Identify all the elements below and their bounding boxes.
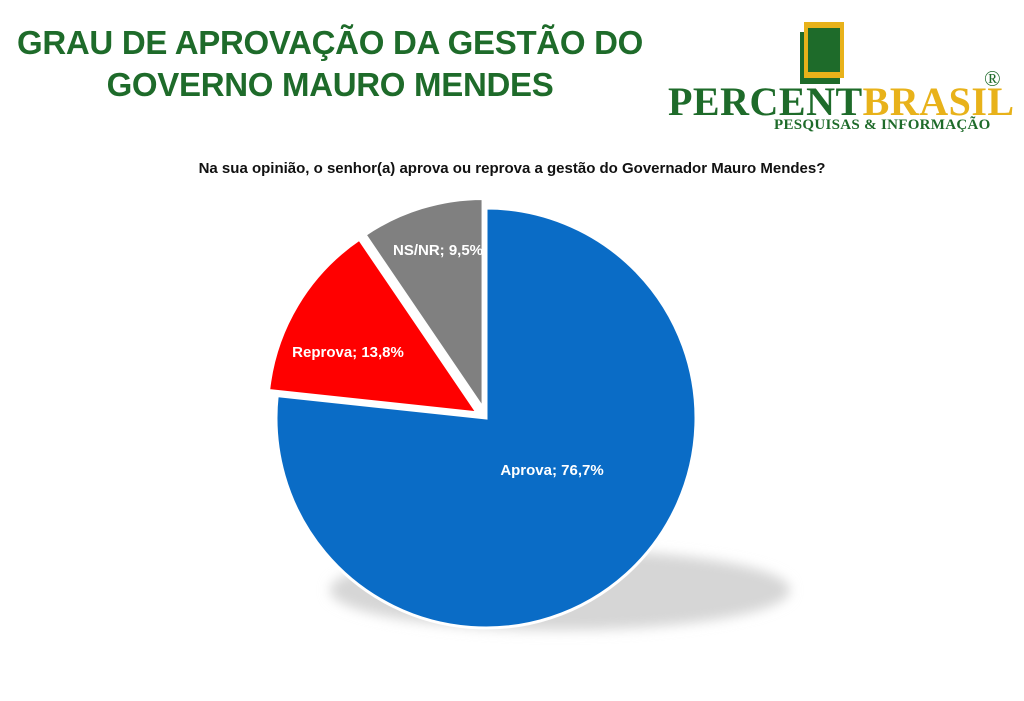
logo-tagline: PESQUISAS & INFORMAÇÃO — [774, 117, 991, 133]
registered-mark: ® — [984, 66, 1001, 91]
logo-word-percent: PERCENT — [668, 79, 863, 124]
pie-slice-reprova — [266, 237, 481, 415]
flag-icon — [800, 22, 844, 84]
logo-wordmark: PERCENTBRASIL — [668, 80, 1015, 124]
title-line-2: GOVERNO MAURO MENDES — [106, 66, 554, 103]
chart-question: Na sua opinião, o senhor(a) aprova ou re… — [198, 160, 826, 177]
pie-slice-aprova — [274, 206, 698, 630]
title-line-1: GRAU DE APROVAÇÃO DA GESTÃO DO — [17, 24, 643, 61]
data-label-aprova: Aprova; 76,7% — [500, 462, 603, 479]
percentbrasil-logo: PERCENTBRASIL ® PESQUISAS & INFORMAÇÃO — [668, 14, 1014, 139]
data-label-ns-nr: NS/NR; 9,5% — [393, 242, 483, 259]
pie-slice-ns-nr — [362, 196, 485, 414]
chart-title: GRAU DE APROVAÇÃO DA GESTÃO DO GOVERNO M… — [0, 22, 660, 106]
logo-word-brasil: BRASIL — [862, 79, 1015, 124]
data-label-reprova: Reprova; 13,8% — [292, 344, 404, 361]
